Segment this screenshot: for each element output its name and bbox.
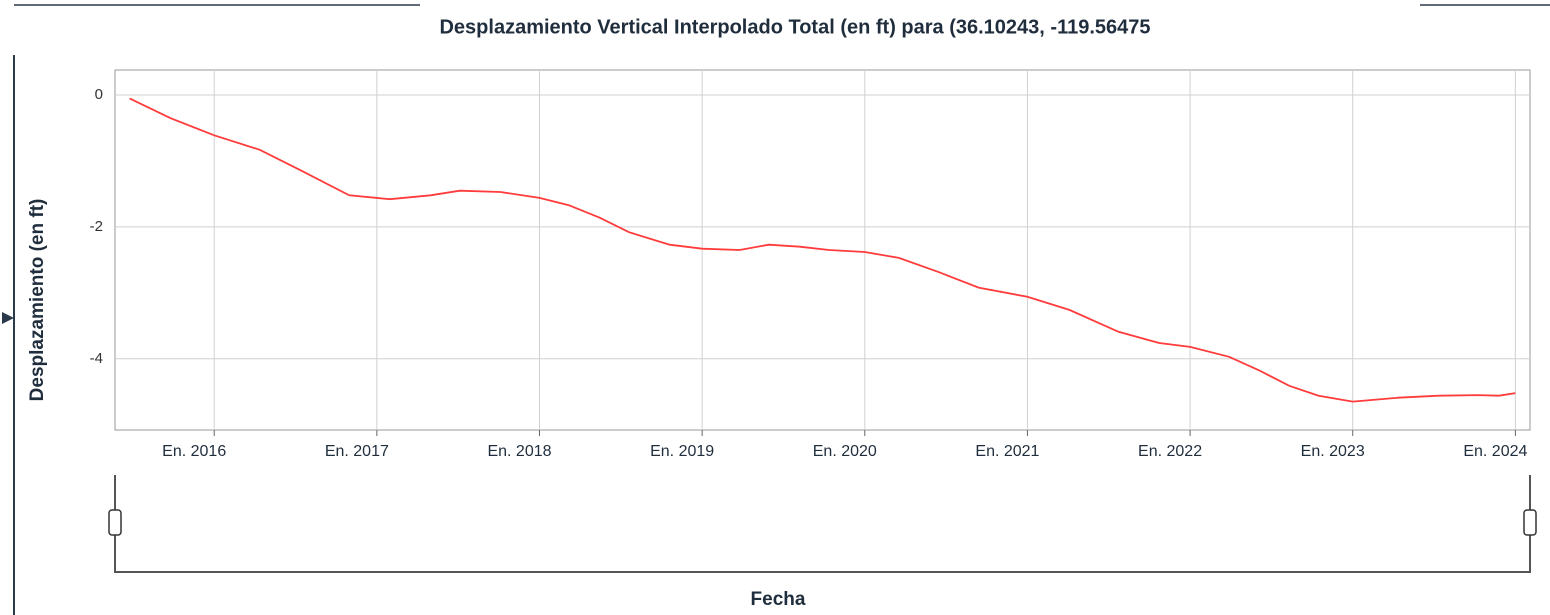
y-tick-label: -2 [90, 218, 103, 235]
range-handle-left[interactable] [108, 509, 122, 536]
chart-title: Desplazamiento Vertical Interpolado Tota… [439, 16, 1150, 38]
side-arrow [2, 312, 14, 324]
y-axis-label: Desplazamiento (en ft) [27, 199, 48, 402]
plot-frame [114, 69, 1531, 431]
x-tick-label: En. 2023 [1301, 443, 1365, 460]
y-tick-label: 0 [95, 86, 103, 103]
range-slider [114, 475, 1531, 573]
x-tick-label: En. 2021 [975, 443, 1039, 460]
x-tick-label: En. 2018 [487, 443, 551, 460]
x-tick-label: En. 2019 [650, 443, 714, 460]
range-handle-right[interactable] [1523, 509, 1537, 536]
y-tick-label: -4 [90, 350, 103, 367]
data-line [129, 97, 1516, 403]
x-tick-label: En. 2016 [162, 443, 226, 460]
x-tick-label: En. 2024 [1463, 443, 1527, 460]
x-axis-label: Fecha [751, 589, 806, 610]
x-tick-label: En. 2020 [813, 443, 877, 460]
x-tick-label: En. 2022 [1138, 443, 1202, 460]
x-tick-label: En. 2017 [325, 443, 389, 460]
